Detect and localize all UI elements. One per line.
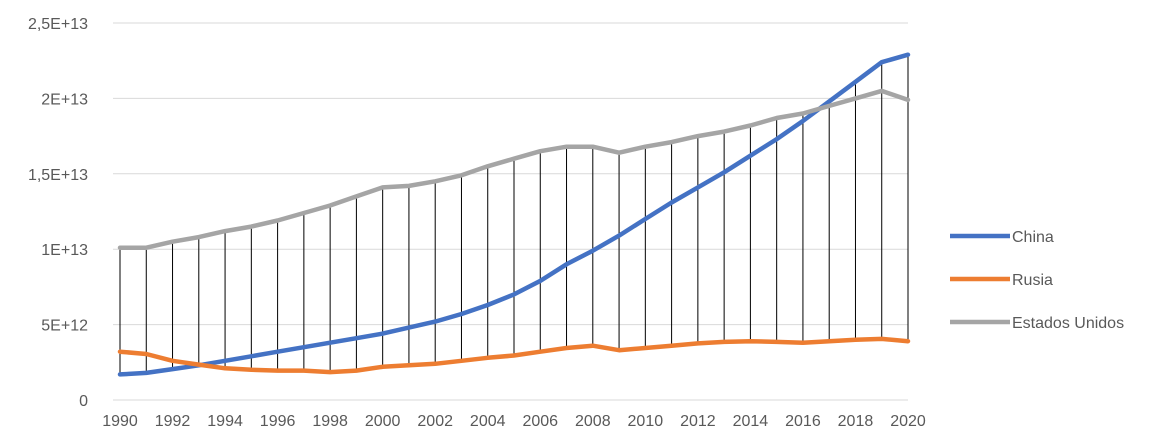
x-tick-label: 2002 xyxy=(417,413,453,430)
x-tick-label: 1990 xyxy=(102,413,138,430)
legend-label-rusia: Rusia xyxy=(1012,272,1053,289)
x-tick-label: 2016 xyxy=(785,413,821,430)
y-tick-label: 1,5E+13 xyxy=(28,167,88,184)
legend-label-estados-unidos: Estados Unidos xyxy=(1012,315,1124,332)
series-line-china xyxy=(117,52,911,377)
y-tick-label: 1E+13 xyxy=(41,242,88,259)
x-tick-label: 2018 xyxy=(838,413,874,430)
x-tick-label: 2020 xyxy=(890,413,926,430)
x-tick-label: 1994 xyxy=(207,413,243,430)
x-tick-label: 1992 xyxy=(155,413,191,430)
series-line-rusia xyxy=(117,336,911,375)
x-tick-label: 1996 xyxy=(260,413,296,430)
x-tick-label: 1998 xyxy=(312,413,348,430)
x-tick-label: 2008 xyxy=(575,413,611,430)
y-tick-label: 5E+12 xyxy=(41,318,88,335)
legend: China Rusia Estados Unidos xyxy=(950,229,1124,332)
drop-lines xyxy=(119,54,909,375)
x-tick-label: 2010 xyxy=(628,413,664,430)
x-tick-label: 2012 xyxy=(680,413,716,430)
y-axis-tick-labels: 0 5E+12 1E+13 1,5E+13 2E+13 2,5E+13 xyxy=(28,16,88,410)
y-tick-label: 2E+13 xyxy=(41,91,88,108)
x-axis-tick-labels: 1990 1992 1994 1996 1998 2000 2002 2004 2006 2008… xyxy=(102,413,926,430)
x-tick-label: 2004 xyxy=(470,413,506,430)
y-tick-label: 2,5E+13 xyxy=(28,16,88,33)
x-tick-label: 2014 xyxy=(733,413,769,430)
x-tick-label: 2000 xyxy=(365,413,401,430)
gridlines xyxy=(113,22,908,401)
x-tick-label: 2006 xyxy=(522,413,558,430)
y-tick-label: 0 xyxy=(79,393,88,410)
series-line-estados-unidos xyxy=(117,88,911,250)
legend-label-china: China xyxy=(1012,229,1054,246)
series-lines xyxy=(117,52,911,377)
